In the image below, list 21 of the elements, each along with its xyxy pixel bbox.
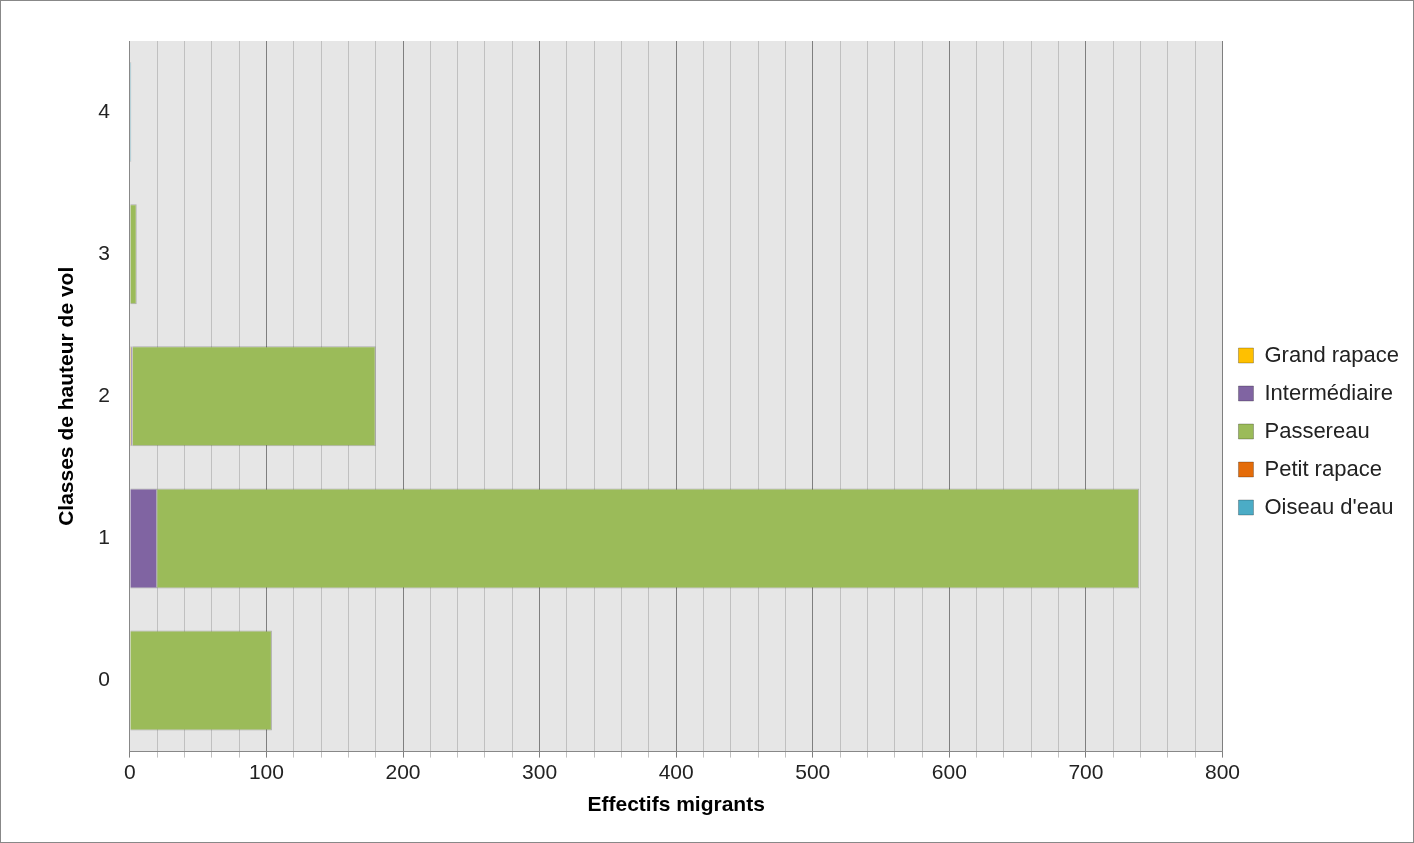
legend-label: Petit rapace [1264, 455, 1382, 481]
x-tick-label: 100 [248, 760, 284, 783]
x-axis-title: Effectifs migrants [587, 792, 765, 816]
legend-label: Passereau [1264, 417, 1370, 443]
x-tick-label: 300 [522, 760, 558, 783]
y-tick-label: 3 [98, 240, 110, 264]
y-tick-label: 2 [98, 383, 110, 407]
x-tick-label: 400 [658, 760, 694, 783]
legend-label: Intermédiaire [1264, 379, 1393, 405]
x-tick-label: 800 [1204, 760, 1240, 783]
y-tick-label: 4 [98, 98, 111, 122]
x-tick-label: 700 [1068, 760, 1104, 783]
y-tick-label: 0 [98, 667, 110, 691]
y-tick-label: 1 [98, 525, 110, 549]
y-axis-title: Classes de hauteur de vol [54, 266, 78, 526]
x-tick-label: 200 [385, 760, 421, 783]
x-tick-label: 500 [795, 760, 831, 783]
legend-label: Oiseau d'eau [1264, 493, 1394, 519]
x-tick-label: 0 [124, 760, 136, 783]
x-tick-label: 600 [931, 760, 967, 783]
legend-label: Grand rapace [1264, 341, 1400, 367]
